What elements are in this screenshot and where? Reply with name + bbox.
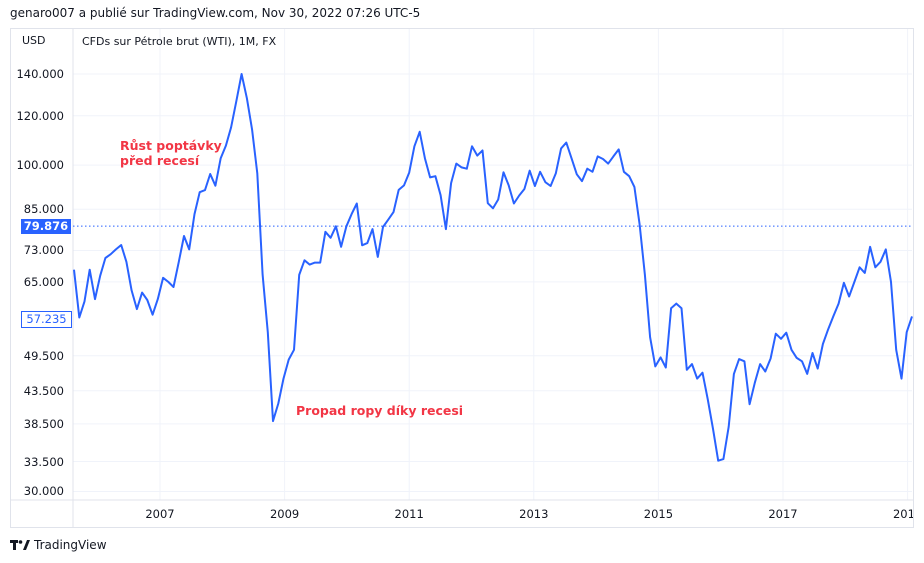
- x-tick-label: 2017: [768, 507, 798, 521]
- y-tick-label: 140.000: [16, 67, 64, 81]
- y-tick-label: 65.000: [23, 274, 64, 289]
- last-price-label: 79.876: [21, 219, 71, 234]
- x-tick-label: 2015: [643, 507, 674, 521]
- y-tick-label: 33.500: [23, 454, 64, 469]
- x-tick-label: 2009: [269, 507, 300, 521]
- y-tick-label: 30.000: [23, 484, 64, 499]
- x-tick-label: 2013: [519, 507, 549, 521]
- annotation-line: Růst poptávky: [120, 138, 222, 153]
- annotation-demand-growth: Růst poptávky před recesí: [120, 138, 222, 168]
- publisher-header: genaro007 a publié sur TradingView.com, …: [10, 6, 421, 20]
- y-tick-label: 38.500: [23, 416, 64, 431]
- grid-lines: [73, 29, 912, 500]
- chart-frame: [10, 28, 914, 528]
- annotation-line: Propad ropy díky recesi: [296, 403, 464, 418]
- brand-name: TradingView: [34, 538, 107, 552]
- y-tick-label: 43.500: [23, 383, 64, 398]
- y-tick-label: 100.000: [16, 158, 64, 173]
- annotation-line: před recesí: [120, 153, 200, 168]
- crosshair-price-label: 57.235: [21, 311, 72, 328]
- time-axis[interactable]: 2007 2009 2011 2013 2015 2017 2019: [73, 500, 913, 528]
- x-tick-label: 2019: [892, 507, 913, 521]
- chart-legend[interactable]: CFDs sur Pétrole brut (WTI), 1M, FX: [82, 35, 277, 48]
- y-tick-label: 49.500: [23, 348, 64, 363]
- x-tick-label: 2011: [394, 507, 424, 521]
- tradingview-logo-icon: [10, 540, 30, 550]
- x-tick-label: 2007: [145, 507, 175, 521]
- y-tick-label: 73.000: [23, 243, 64, 258]
- annotation-oil-drop: Propad ropy díky recesi: [296, 403, 463, 418]
- y-tick-label: 120.000: [16, 108, 64, 123]
- y-tick-label: 85.000: [23, 202, 64, 217]
- tradingview-footer[interactable]: TradingView: [10, 538, 107, 552]
- wti-price-line: [73, 73, 913, 462]
- currency-label: USD: [22, 34, 46, 47]
